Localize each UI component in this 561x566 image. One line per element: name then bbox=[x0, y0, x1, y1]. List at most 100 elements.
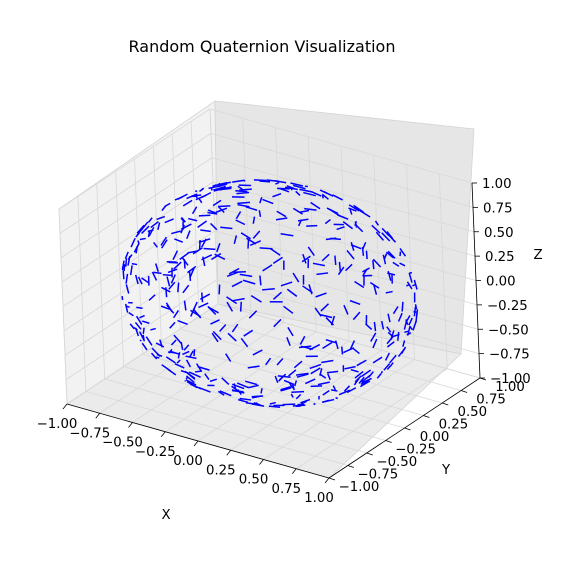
y-tick-label: −0.75 bbox=[358, 468, 399, 483]
quiver-segment bbox=[359, 380, 371, 388]
quiver-segment bbox=[277, 187, 290, 190]
quiver-segment bbox=[164, 218, 174, 224]
quiver-segment bbox=[276, 180, 280, 184]
quiver-segment bbox=[142, 221, 149, 229]
quiver-segment bbox=[174, 363, 185, 369]
quiver-segment bbox=[127, 255, 131, 266]
quiver-segment bbox=[220, 185, 226, 190]
quiver-segment bbox=[350, 368, 359, 373]
gridline bbox=[213, 206, 477, 281]
quiver-segment bbox=[280, 233, 294, 237]
gridline bbox=[209, 108, 219, 305]
x-axis-label: X bbox=[161, 508, 170, 523]
quiver-segment bbox=[185, 379, 197, 386]
quiver-segment bbox=[332, 385, 337, 391]
quiver-segment bbox=[161, 239, 168, 249]
x-tick-label: 0.50 bbox=[239, 473, 269, 488]
quiver-segment bbox=[332, 194, 343, 201]
gridline bbox=[142, 353, 405, 429]
z-tick-label: 0.25 bbox=[485, 250, 515, 265]
quiver-segment bbox=[298, 345, 312, 349]
quiver-segment bbox=[218, 181, 232, 186]
y-tick-label: 1.00 bbox=[495, 380, 525, 395]
quiver-segment bbox=[371, 224, 381, 234]
quiver-segment bbox=[385, 290, 393, 294]
quiver-segment bbox=[141, 342, 148, 351]
quiver-segment bbox=[408, 272, 413, 283]
x-tick-label: 0.00 bbox=[173, 454, 203, 469]
quiver-segment bbox=[176, 359, 181, 364]
quiver-segment bbox=[141, 225, 150, 234]
quiver-segment bbox=[252, 230, 261, 239]
quiver-segment bbox=[217, 390, 225, 396]
quiver-segment bbox=[198, 198, 203, 204]
quiver-segment bbox=[125, 284, 130, 294]
quiver-segment bbox=[372, 260, 375, 270]
quiver-segment bbox=[387, 313, 391, 323]
quiver-segment bbox=[262, 264, 273, 272]
quiver-segment bbox=[348, 207, 357, 212]
x-tick-mark bbox=[160, 431, 166, 437]
quiver-segment bbox=[177, 282, 180, 293]
quiver-segment bbox=[208, 185, 221, 190]
quiver-segment bbox=[216, 242, 221, 253]
gridline bbox=[58, 108, 211, 210]
quiver-segment bbox=[243, 179, 246, 182]
y-tick-mark bbox=[423, 415, 430, 418]
x-tick-mark bbox=[291, 468, 297, 474]
x-tick-label: 1.00 bbox=[304, 491, 334, 506]
quiver-segment bbox=[235, 211, 242, 220]
quiver-segment bbox=[341, 346, 344, 355]
quiver-segment bbox=[181, 217, 186, 223]
quiver-segment bbox=[156, 353, 163, 357]
quiver-segment bbox=[296, 373, 309, 378]
gridline bbox=[209, 108, 473, 184]
quiver-segment bbox=[198, 386, 211, 393]
quiver-segment bbox=[135, 232, 140, 238]
quiver-segment bbox=[226, 296, 238, 305]
y-tick-label: 0.50 bbox=[457, 405, 487, 420]
quiver-segment bbox=[198, 238, 211, 244]
quiver-segment bbox=[384, 352, 390, 361]
x-tick-mark bbox=[259, 459, 264, 465]
quiver-segment bbox=[252, 349, 263, 356]
quiver-segment bbox=[324, 218, 331, 225]
quiver-segment bbox=[342, 221, 354, 230]
quiver-segment bbox=[302, 253, 307, 264]
quiver-segment bbox=[354, 205, 365, 214]
quiver-segment bbox=[139, 314, 145, 319]
quiver-segment bbox=[304, 378, 316, 385]
quiver-segment bbox=[405, 319, 409, 326]
quiver-segment bbox=[406, 281, 413, 290]
quiver-segment bbox=[280, 386, 291, 392]
quiver-segment bbox=[240, 337, 249, 348]
quiver-segment bbox=[239, 273, 253, 278]
x-tick-mark bbox=[128, 422, 133, 428]
quiver-segment bbox=[362, 267, 370, 273]
quiver-segment bbox=[335, 397, 338, 400]
quiver-segment bbox=[349, 340, 356, 350]
quiver-segment bbox=[147, 217, 153, 223]
quiver-segment bbox=[183, 300, 187, 311]
quiver-segment bbox=[148, 294, 156, 301]
x-tick-mark bbox=[324, 477, 330, 484]
quiver-segment bbox=[330, 237, 341, 241]
quiver-segment bbox=[286, 288, 298, 297]
quiver-segment bbox=[165, 302, 173, 313]
quiver-segment bbox=[147, 230, 151, 238]
quiver-segment bbox=[299, 209, 310, 214]
quiver-segment bbox=[214, 253, 226, 260]
quiver-segment bbox=[150, 327, 156, 331]
y-tick-label: −1.00 bbox=[339, 480, 380, 495]
quiver-segment bbox=[218, 187, 232, 191]
quiver-segment bbox=[299, 335, 306, 345]
quiver-segment bbox=[275, 217, 288, 221]
quiver-segment bbox=[183, 344, 190, 351]
quiver-segment bbox=[220, 226, 233, 230]
quiver-segment bbox=[399, 262, 406, 267]
gridline bbox=[296, 368, 448, 470]
quiver-segment bbox=[123, 264, 126, 272]
quiver-segment bbox=[128, 311, 134, 317]
quiver-segment bbox=[137, 240, 140, 245]
quiver-segment bbox=[274, 375, 279, 383]
